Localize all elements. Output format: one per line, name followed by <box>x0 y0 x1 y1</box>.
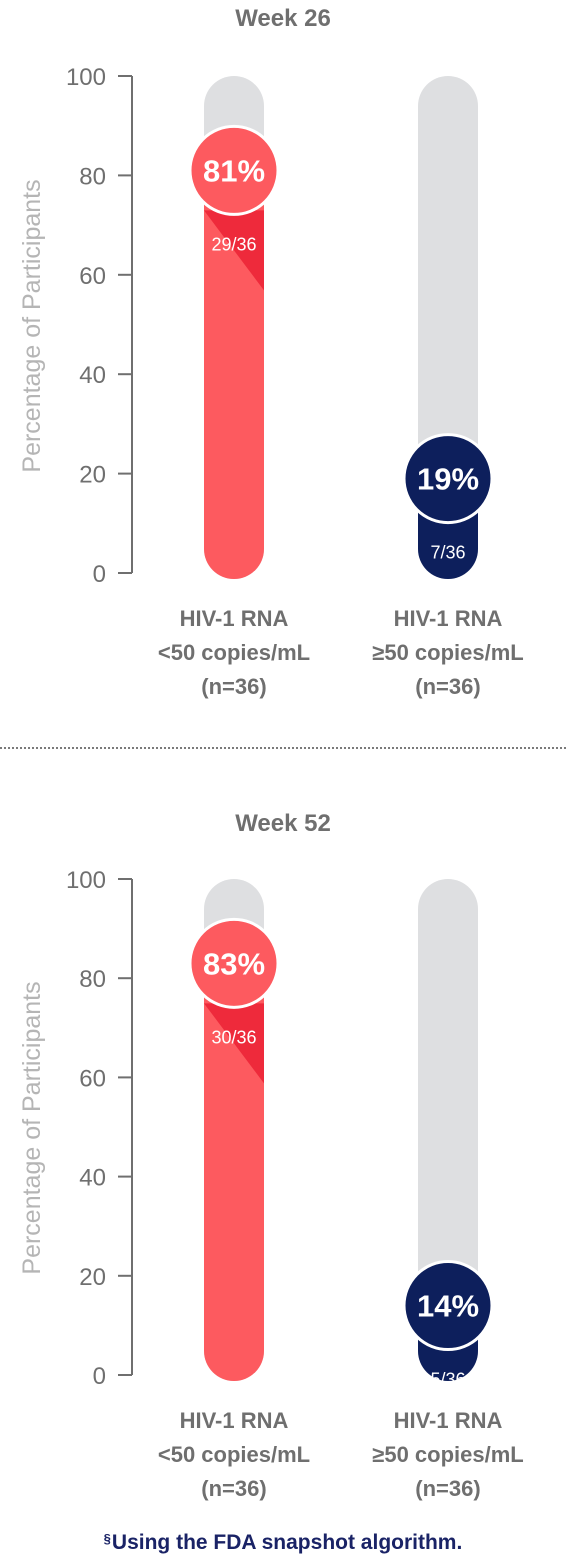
bar-track <box>418 879 478 1381</box>
category-label: (n=36) <box>415 1476 480 1501</box>
y-tick-label: 40 <box>79 362 106 389</box>
footnote: §Using the FDA snapshot algorithm. <box>0 1531 566 1555</box>
chart-panel-week52: Week 52 0 20 40 60 80 100 Percentage of Partic… <box>18 810 524 1501</box>
y-tick-label: 80 <box>79 966 106 993</box>
section-divider <box>0 747 566 749</box>
chart-panel-week26: Week 26 0 20 40 60 80 100 Percentage of Partic… <box>0 0 566 740</box>
y-tick-label: 0 <box>93 561 106 588</box>
y-axis-label: Percentage of Participants <box>18 981 46 1274</box>
fraction-label: 7/36 <box>430 543 465 563</box>
value-badge <box>402 433 494 525</box>
value-badge <box>188 917 280 1009</box>
y-tick-label: 100 <box>66 64 106 91</box>
category-label: (n=36) <box>415 674 480 699</box>
y-axis-label: Percentage of Participants <box>18 179 46 472</box>
bar-accent <box>204 1003 264 1084</box>
data-label: 19% <box>417 462 479 497</box>
y-tick-label: 0 <box>93 1363 106 1390</box>
footnote-text: Using the FDA snapshot algorithm. <box>111 1531 463 1554</box>
category-label: ≥50 copies/mL <box>372 640 523 665</box>
chart-week26: 0 20 40 60 80 100 Percentage of Participants 81… <box>18 64 524 699</box>
value-badge <box>402 1260 494 1352</box>
chart-title: Week 52 <box>235 810 331 837</box>
y-tick-label: 20 <box>79 1264 106 1291</box>
bar <box>204 170 264 579</box>
category-label: HIV-1 RNA <box>394 606 503 631</box>
category-label: (n=36) <box>201 1476 266 1501</box>
footnote-mark: § <box>103 1531 111 1546</box>
category-label: <50 copies/mL <box>158 640 310 665</box>
bar-accent <box>204 210 264 291</box>
y-tick-label: 100 <box>66 867 106 894</box>
category-label: HIV-1 RNA <box>180 606 289 631</box>
chart-week52: 0 20 40 60 80 100 Percentage of Participants 83… <box>18 867 524 1501</box>
y-tick-label: 60 <box>79 1065 106 1092</box>
fraction-label: 5/36 <box>430 1370 465 1390</box>
y-tick-label: 20 <box>79 462 106 489</box>
category-label: <50 copies/mL <box>158 1442 310 1467</box>
y-tick-label: 40 <box>79 1165 106 1192</box>
data-label: 81% <box>203 153 265 188</box>
y-tick-label: 80 <box>79 163 106 190</box>
chart-title: Week 26 <box>235 5 331 32</box>
data-label: 83% <box>203 946 265 981</box>
category-label: ≥50 copies/mL <box>372 1442 523 1467</box>
fraction-label: 30/36 <box>211 1027 256 1047</box>
category-label: HIV-1 RNA <box>394 1408 503 1433</box>
fraction-label: 29/36 <box>211 234 256 254</box>
value-badge <box>188 124 280 216</box>
category-label: (n=36) <box>201 674 266 699</box>
category-label: HIV-1 RNA <box>180 1408 289 1433</box>
bar <box>204 963 264 1381</box>
y-tick-label: 60 <box>79 263 106 290</box>
data-label: 14% <box>417 1289 479 1324</box>
